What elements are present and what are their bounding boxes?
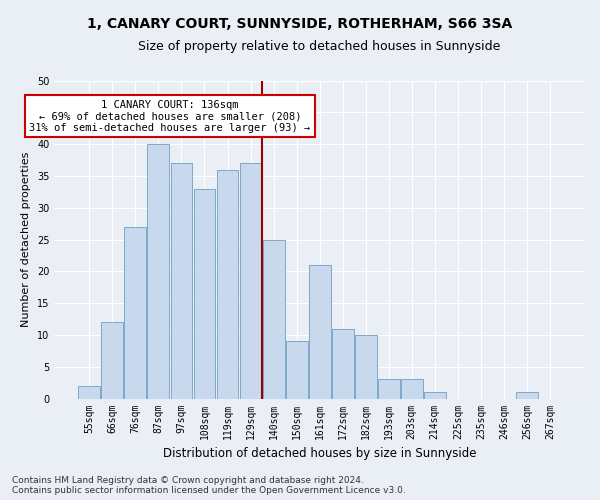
Bar [194,188,215,398]
Title: Size of property relative to detached houses in Sunnyside: Size of property relative to detached ho… [139,40,501,53]
Bar [148,144,169,399]
Bar [424,392,446,398]
Text: 1, CANARY COURT, SUNNYSIDE, ROTHERHAM, S66 3SA: 1, CANARY COURT, SUNNYSIDE, ROTHERHAM, S… [88,18,512,32]
Bar [124,227,146,398]
Text: Contains HM Land Registry data © Crown copyright and database right 2024.
Contai: Contains HM Land Registry data © Crown c… [12,476,406,495]
Bar [309,265,331,398]
Bar [286,342,308,398]
Bar [79,386,100,398]
Bar [355,335,377,398]
Bar [170,163,193,398]
Bar [217,170,238,398]
Bar [332,328,353,398]
Y-axis label: Number of detached properties: Number of detached properties [22,152,31,327]
Bar [378,380,400,398]
Text: 1 CANARY COURT: 136sqm
← 69% of detached houses are smaller (208)
31% of semi-de: 1 CANARY COURT: 136sqm ← 69% of detached… [29,100,311,133]
Bar [401,380,422,398]
Bar [239,163,262,398]
X-axis label: Distribution of detached houses by size in Sunnyside: Distribution of detached houses by size … [163,447,476,460]
Bar [516,392,538,398]
Bar [101,322,124,398]
Bar [263,240,284,398]
